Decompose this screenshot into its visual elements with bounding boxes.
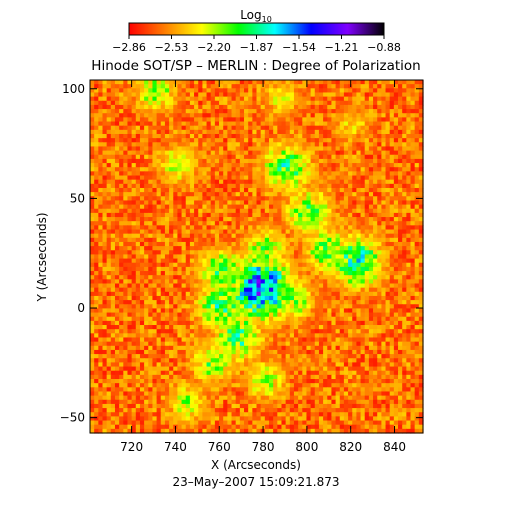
x-tick-label: 820: [339, 440, 362, 454]
chart-title: Hinode SOT/SP – MERLIN : Degree of Polar…: [91, 58, 420, 74]
x-tick-label: 760: [208, 440, 231, 454]
colorbar-title: Log10: [240, 8, 272, 24]
colorbar-strip: [128, 22, 385, 36]
x-tick-label: 740: [164, 440, 187, 454]
colorbar-tick-label: −2.53: [155, 41, 189, 54]
plot-area: 720 740 760 780 800 820 840 −50 0 50 100: [60, 79, 424, 454]
y-axis-ticks: −50 0 50 100: [60, 82, 423, 425]
colorbar: Log10 −2.86 −2.53 −2.20 −1.87 −1.54 −1.21 −0.8…: [112, 8, 401, 54]
colorbar-tick-label: −1.21: [325, 41, 359, 54]
y-tick-label: 50: [70, 191, 85, 205]
x-tick-label: 780: [252, 440, 275, 454]
x-axis-ticks: 720 740 760 780 800 820 840: [120, 80, 406, 454]
colorbar-tick-label: −1.87: [240, 41, 274, 54]
colorbar-ticks: −2.86 −2.53 −2.20 −1.87 −1.54 −1.21 −0.88: [112, 35, 401, 54]
colorbar-tick-label: −1.54: [282, 41, 316, 54]
colorbar-tick-label: −2.20: [197, 41, 231, 54]
plot-frame: [89, 79, 424, 434]
x-tick-label: 800: [295, 440, 318, 454]
timestamp: 23–May–2007 15:09:21.873: [172, 475, 339, 489]
y-axis-label: Y (Arcseconds): [35, 212, 49, 302]
x-tick-label: 720: [120, 440, 143, 454]
heatmap: [90, 80, 424, 434]
y-tick-label: −50: [60, 411, 85, 425]
x-axis-label: X (Arcseconds): [211, 458, 301, 472]
y-tick-label: 100: [62, 82, 85, 96]
y-tick-label: 0: [77, 301, 85, 315]
colorbar-tick-label: −2.86: [112, 41, 146, 54]
colorbar-tick-label: −0.88: [367, 41, 401, 54]
x-tick-label: 840: [383, 440, 406, 454]
